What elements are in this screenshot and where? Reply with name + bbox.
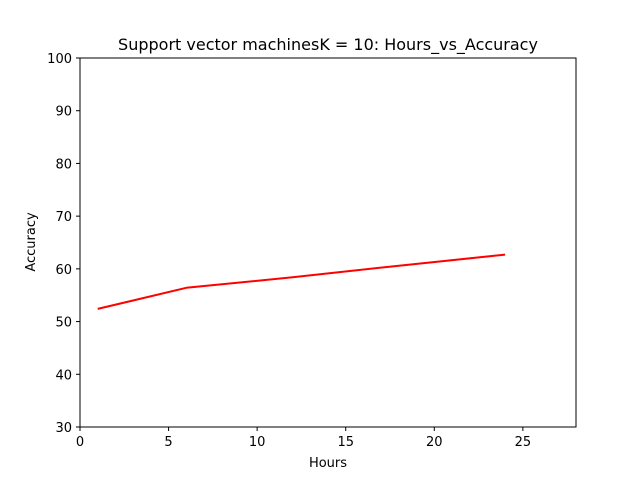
y-tick-label: 90	[55, 105, 72, 120]
x-tick-label: 5	[164, 435, 172, 450]
chart-title: Support vector machinesK = 10: Hours_vs_…	[118, 35, 538, 55]
x-tick-label: 20	[426, 435, 443, 450]
x-tick-label: 25	[515, 435, 532, 450]
y-axis: 30 40 50 60 70 80 90 100	[47, 52, 80, 436]
x-axis-label: Hours	[309, 456, 347, 471]
accuracy-line	[97, 253, 506, 310]
series-layer	[97, 253, 506, 310]
y-tick-label: 70	[55, 210, 72, 225]
x-tick-label: 15	[337, 435, 354, 450]
y-tick-label: 40	[55, 368, 72, 383]
x-tick-label: 10	[249, 435, 266, 450]
y-tick-label: 50	[55, 316, 72, 331]
x-axis: 0 5 10 15 20 25	[76, 427, 531, 450]
y-tick-label: 80	[55, 157, 72, 172]
x-tick-label: 0	[76, 435, 84, 450]
y-tick-label: 60	[55, 263, 72, 278]
y-tick-label: 30	[55, 421, 72, 436]
y-axis-label: Accuracy	[24, 212, 39, 272]
y-tick-label: 100	[47, 52, 72, 67]
plot-area-frame	[79, 57, 577, 428]
